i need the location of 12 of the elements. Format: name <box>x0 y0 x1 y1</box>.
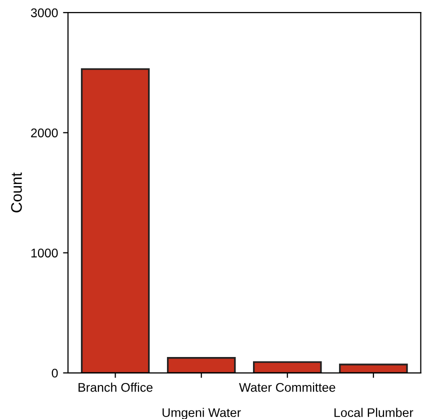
x-tick-label: Water Committee <box>239 382 336 392</box>
y-tick-label: 3000 <box>30 8 58 18</box>
y-tick-label: 1000 <box>31 248 58 258</box>
x-tick-label: Local Plumber <box>334 408 414 418</box>
bar <box>339 364 408 373</box>
y-tick-label: 0 <box>52 368 58 378</box>
y-axis-title: Count <box>11 172 22 212</box>
bar <box>80 68 150 373</box>
bar <box>166 357 236 373</box>
x-tick-label: Branch Office <box>78 382 153 392</box>
y-tick-label: 2000 <box>31 128 58 138</box>
bar <box>253 361 322 373</box>
